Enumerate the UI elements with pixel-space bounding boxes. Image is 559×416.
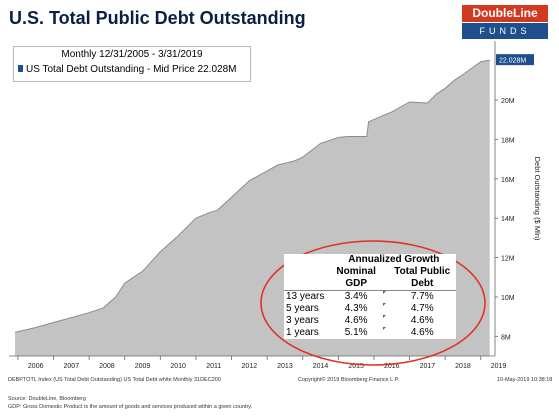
- cell-flag-icon: [382, 327, 386, 330]
- row-period: 3 years: [286, 315, 319, 326]
- logo-wordmark: DoubleLine: [462, 5, 548, 22]
- x-tick-label: 2018: [455, 363, 471, 370]
- row-gdp: 4.6%: [344, 315, 368, 326]
- table-title-row: Annualized Growth: [284, 254, 456, 266]
- y-tick-label: 20M: [501, 98, 515, 105]
- cell-flag-icon: [382, 303, 386, 306]
- gdp-note: GDP: Gross Domestic Product is the amoun…: [8, 404, 253, 410]
- last-value-badge: [496, 54, 534, 66]
- bloomberg-footer-left: DEBPTOTL Index (US Total Debt Outstandin…: [8, 377, 221, 383]
- x-tick-label: 2012: [242, 363, 258, 370]
- chart-period: Monthly 12/31/2005 - 3/31/2019: [61, 49, 203, 60]
- row-debt: 4.7%: [410, 303, 434, 314]
- x-tick-label: 2007: [64, 363, 80, 370]
- chart-info-box: Monthly 12/31/2005 - 3/31/2019 US Total …: [13, 46, 251, 82]
- x-tick-label: 2013: [277, 363, 293, 370]
- chart-series-label-row: US Total Debt Outstanding - Mid Price 22…: [18, 64, 236, 75]
- x-tick-label: 2016: [384, 363, 400, 370]
- cell-flag-icon: [382, 291, 386, 294]
- table-title: Annualized Growth: [348, 254, 440, 265]
- row-period: 5 years: [286, 303, 319, 314]
- row-period: 13 years: [284, 290, 332, 303]
- row-gdp: 4.3%: [344, 303, 368, 314]
- col-debt-header: Total Public: [394, 266, 451, 277]
- x-tick-label: 2010: [170, 363, 186, 370]
- y-tick-label: 10M: [501, 295, 515, 302]
- x-tick-label: 2011: [206, 363, 221, 370]
- x-tick-label: 2014: [313, 363, 329, 370]
- highlight-ellipse: [260, 240, 486, 366]
- col-debt-header-2: Debt: [411, 278, 434, 289]
- table-header-row-2: GDP Debt: [284, 278, 456, 291]
- chart-frame: 8M 10M 12M 14M 16M 18M 20M 22.028M Debt Outstand…: [7, 41, 555, 383]
- table-row: 5 years 4.3% 4.7%: [284, 303, 456, 315]
- table-row: 3 years 4.6% 4.6%: [284, 315, 456, 327]
- row-debt: 7.7%: [388, 290, 456, 303]
- chart-series-label: US Total Debt Outstanding - Mid Price 22…: [26, 64, 237, 75]
- doubleline-logo: DoubleLine FUNDS: [462, 5, 548, 41]
- x-tick-label: 2008: [99, 363, 115, 370]
- row-period: 1 years: [286, 327, 319, 338]
- logo-subtext: FUNDS: [462, 23, 548, 39]
- row-gdp: 5.1%: [344, 327, 368, 338]
- last-value-label: 22.028M: [499, 58, 526, 65]
- col-gdp-header: Nominal: [336, 266, 376, 277]
- row-debt: 4.6%: [410, 327, 434, 338]
- bloomberg-footer-center: Copyright© 2019 Bloomberg Finance L.P.: [298, 377, 400, 383]
- page-title: U.S. Total Public Debt Outstanding: [9, 8, 306, 28]
- y-tick-label: 8M: [501, 334, 511, 341]
- source-note: Source: DoubleLine, Bloomberg: [8, 396, 86, 402]
- series-swatch: [18, 65, 23, 72]
- bloomberg-footer-right: 10-May-2019 10:38:18: [497, 377, 553, 383]
- y-axis-title: Debt Outstanding ($ Mln): [533, 157, 542, 241]
- table-row: 1 years 5.1% 4.6%: [284, 327, 456, 339]
- x-tick-label: 2015: [348, 363, 364, 370]
- row-gdp: 3.4%: [331, 290, 381, 303]
- cell-flag-icon: [382, 315, 386, 318]
- y-tick-label: 18M: [501, 137, 515, 144]
- row-debt: 4.6%: [410, 315, 434, 326]
- y-tick-label: 14M: [501, 216, 515, 223]
- y-tick-label: 16M: [501, 177, 515, 184]
- x-tick-label: 2019: [491, 363, 507, 370]
- x-tick-label: 2009: [135, 363, 151, 370]
- annualized-growth-table: Annualized Growth Nominal Total Public G…: [284, 254, 456, 339]
- debt-line: [14, 59, 490, 333]
- x-tick-label: 2006: [28, 363, 44, 370]
- debt-area-chart: 8M 10M 12M 14M 16M 18M 20M 22.028M Debt Outstand…: [9, 41, 542, 370]
- table-header-row-1: Nominal Total Public: [284, 266, 456, 278]
- x-tick-label: 2017: [420, 363, 436, 370]
- table-row: 13 years 3.4% 7.7%: [284, 290, 456, 303]
- y-tick-label: 12M: [501, 256, 515, 263]
- col-gdp-header-2: GDP: [345, 278, 367, 289]
